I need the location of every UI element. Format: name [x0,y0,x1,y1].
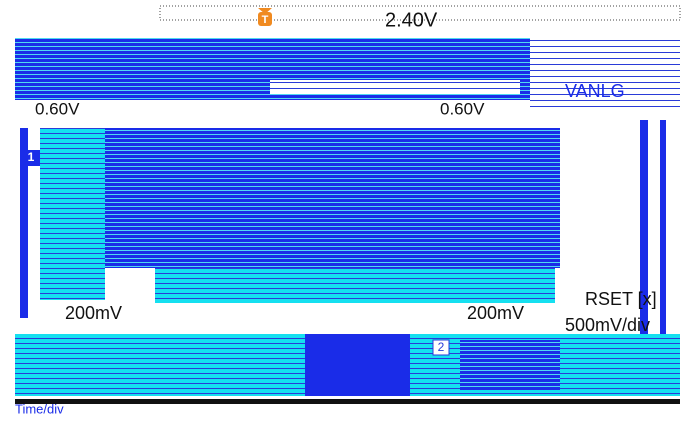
ch1-box [22,150,40,166]
time-label: Time/div [15,401,64,416]
trigger-marker: T [262,14,269,26]
trace [660,120,666,335]
scale-label: 200mV [65,303,122,323]
waveform-area [40,128,105,300]
ref-name: RSET [x] [585,289,657,309]
trigger-bar [159,5,681,21]
ch2-box [432,339,450,356]
ch2-marker: 2 [438,340,445,354]
waveform-block [305,334,410,396]
waveform-area [105,128,560,268]
trigger-arrow [258,8,272,14]
ch1-marker: 1 [28,150,35,164]
source-label: VANLG [565,81,625,101]
baseline [15,399,680,404]
ref-scale: 500mV/div [565,315,650,335]
waveform-area [155,268,555,303]
trigger-box [258,12,272,26]
offset-label: 0.60V [35,99,80,118]
waveform-block [460,340,560,390]
trigger-level: 2.40V [385,9,438,31]
trace [640,120,648,335]
scale-label: 200mV [467,303,524,323]
label-panel [530,38,680,110]
offset-label: 0.60V [440,99,485,118]
trace [20,128,28,318]
waveform-band [270,80,520,94]
